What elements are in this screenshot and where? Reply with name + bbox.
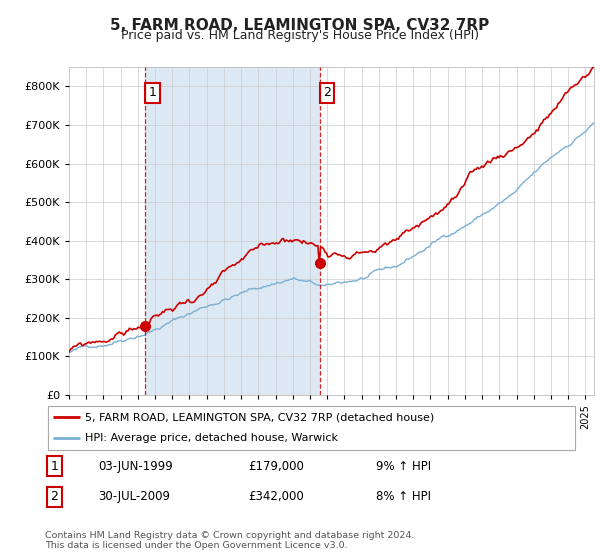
- Text: 5, FARM ROAD, LEAMINGTON SPA, CV32 7RP (detached house): 5, FARM ROAD, LEAMINGTON SPA, CV32 7RP (…: [85, 412, 434, 422]
- Text: 5, FARM ROAD, LEAMINGTON SPA, CV32 7RP: 5, FARM ROAD, LEAMINGTON SPA, CV32 7RP: [110, 18, 490, 33]
- Text: £342,000: £342,000: [248, 491, 304, 503]
- Text: 1: 1: [149, 86, 157, 100]
- Text: £179,000: £179,000: [248, 460, 304, 473]
- Text: 2: 2: [50, 491, 58, 503]
- Bar: [145, 67, 320, 395]
- Text: 30-JUL-2009: 30-JUL-2009: [98, 491, 170, 503]
- Text: HPI: Average price, detached house, Warwick: HPI: Average price, detached house, Warw…: [85, 433, 338, 444]
- Text: 1: 1: [50, 460, 58, 473]
- Text: 9% ↑ HPI: 9% ↑ HPI: [376, 460, 431, 473]
- Text: 8% ↑ HPI: 8% ↑ HPI: [376, 491, 431, 503]
- FancyBboxPatch shape: [47, 406, 575, 450]
- Text: 2: 2: [323, 86, 331, 100]
- Text: 03-JUN-1999: 03-JUN-1999: [98, 460, 173, 473]
- Text: Price paid vs. HM Land Registry's House Price Index (HPI): Price paid vs. HM Land Registry's House …: [121, 29, 479, 42]
- Text: Contains HM Land Registry data © Crown copyright and database right 2024.
This d: Contains HM Land Registry data © Crown c…: [45, 531, 415, 550]
